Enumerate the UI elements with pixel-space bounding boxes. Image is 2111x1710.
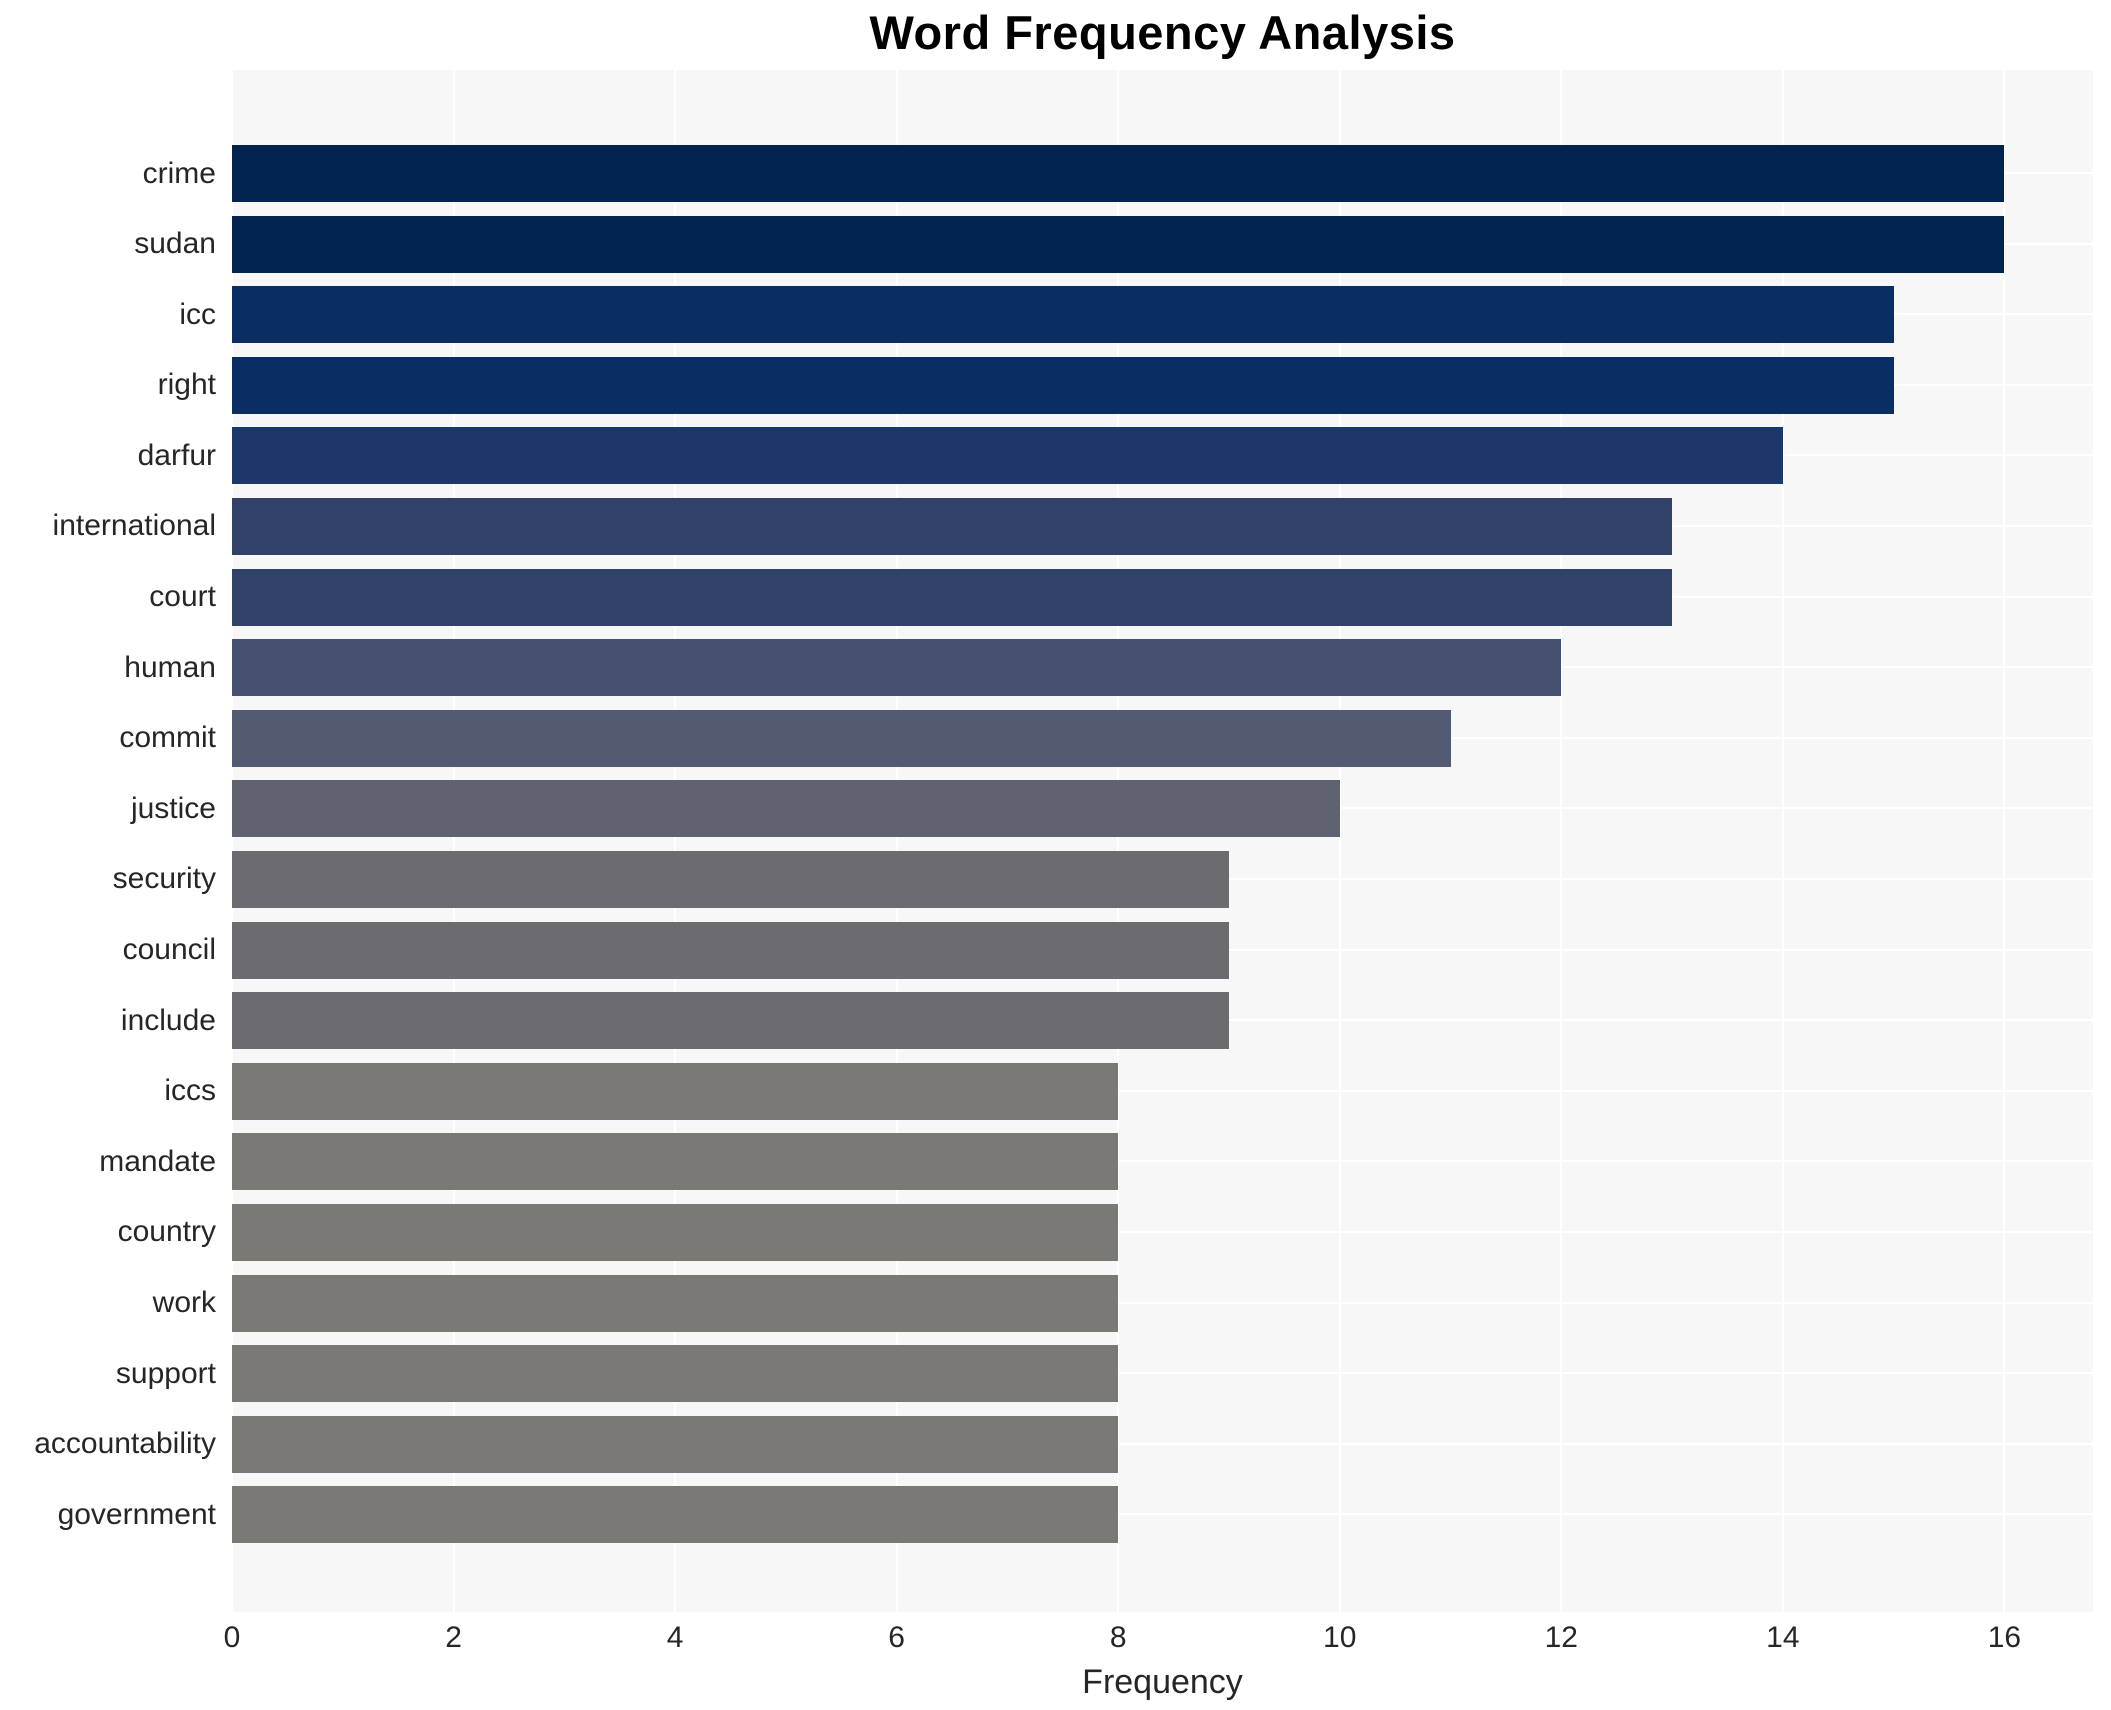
y-axis-label: international — [52, 509, 216, 543]
chart-title: Word Frequency Analysis — [869, 6, 1456, 59]
bar-justice — [232, 780, 1340, 838]
y-axis-label: government — [57, 1497, 216, 1531]
bar-sudan — [232, 215, 2005, 273]
y-axis-label: security — [112, 862, 216, 896]
bar-row — [232, 356, 2093, 414]
bar-row — [232, 1203, 2093, 1261]
gridline-vertical — [895, 70, 898, 1612]
gridline-vertical — [674, 70, 677, 1612]
gridline-vertical — [1781, 70, 1784, 1612]
x-axis-tick-label: 0 — [223, 1621, 241, 1654]
bar-crime — [232, 145, 2005, 202]
plot-area — [231, 70, 2093, 1612]
gridline-vertical — [2003, 70, 2006, 1612]
gridline-horizontal — [232, 1301, 2093, 1304]
bar-right — [232, 356, 1894, 414]
y-axis-label: right — [157, 368, 216, 402]
bar-support — [232, 1345, 1119, 1403]
y-axis-label: country — [117, 1215, 216, 1249]
x-axis-tick-label: 2 — [445, 1621, 462, 1654]
x-axis-tick-label: 14 — [1766, 1621, 1800, 1654]
y-axis-label: mandate — [99, 1144, 216, 1178]
x-axis-tick-label: 8 — [1109, 1621, 1127, 1654]
bar-row — [232, 639, 2093, 697]
x-axis-tick-label: 6 — [888, 1621, 905, 1654]
gridline-horizontal — [232, 1089, 2093, 1092]
x-axis-ticks: 0 2 4 6 8 10 12 14 16 — [224, 1621, 2093, 1659]
y-axis-label: commit — [119, 721, 216, 755]
x-axis-title: Frequency — [1082, 1663, 1243, 1701]
bar-row — [232, 1486, 2093, 1544]
y-axis-label: council — [122, 933, 216, 967]
y-axis-label: human — [124, 650, 216, 684]
x-axis-tick-label: 4 — [666, 1621, 684, 1654]
bar-council — [232, 921, 1229, 979]
bar-row — [232, 568, 2093, 626]
bar-row — [232, 215, 2093, 273]
bar-icc — [232, 286, 1894, 344]
bar-row — [232, 145, 2093, 202]
bar-darfur — [232, 427, 1783, 485]
bar-row — [232, 497, 2093, 555]
y-axis-label: crime — [142, 156, 216, 190]
gridline-vertical — [231, 70, 233, 1612]
bar-accountability — [232, 1415, 1119, 1473]
gridline-vertical — [1117, 70, 1120, 1612]
bar-row — [232, 1133, 2093, 1191]
bar-row — [232, 1345, 2093, 1403]
bar-mandate — [232, 1133, 1119, 1191]
y-axis-label: include — [120, 1003, 216, 1037]
gridline-horizontal — [232, 1372, 2093, 1375]
bar-row — [232, 780, 2093, 838]
y-axis-label: support — [115, 1356, 216, 1390]
gridline-horizontal — [232, 1160, 2093, 1163]
bar-commit — [232, 709, 1451, 767]
x-axis-tick-label: 16 — [1987, 1621, 2022, 1654]
y-axis-label: court — [149, 580, 216, 614]
y-axis-label: accountability — [34, 1427, 216, 1461]
y-axis-label: work — [152, 1286, 216, 1319]
x-axis-tick-label: 10 — [1323, 1621, 1357, 1654]
y-axis-label: iccs — [164, 1074, 216, 1108]
bar-row — [232, 992, 2093, 1050]
bar-row — [232, 1062, 2093, 1120]
bars-container — [232, 145, 2093, 1544]
bar-security — [232, 850, 1229, 908]
bar-include — [232, 992, 1229, 1050]
bar-row — [232, 709, 2093, 767]
bar-court — [232, 568, 1673, 626]
bar-row — [232, 1274, 2093, 1332]
y-axis-labels: crime sudan icc right darfur international cou… — [0, 145, 216, 1543]
gridline-vertical — [1338, 70, 1341, 1612]
gridline-vertical — [1560, 70, 1563, 1612]
bar-row — [232, 1415, 2093, 1473]
bar-iccs — [232, 1062, 1119, 1120]
bar-work — [232, 1274, 1119, 1332]
bar-country — [232, 1203, 1119, 1261]
bar-international — [232, 497, 1673, 555]
y-axis-label: darfur — [137, 438, 216, 472]
gridline-vertical — [452, 70, 455, 1612]
bar-human — [232, 639, 1562, 697]
y-axis-label: justice — [130, 791, 216, 825]
bar-row — [232, 850, 2093, 908]
bar-row — [232, 286, 2093, 344]
gridline-horizontal — [232, 1442, 2093, 1445]
bar-row — [232, 427, 2093, 485]
gridline-horizontal — [232, 1513, 2093, 1516]
gridline-horizontal — [232, 1230, 2093, 1233]
x-axis-tick-label: 12 — [1544, 1621, 1578, 1654]
y-axis-label: icc — [179, 297, 216, 331]
bar-government — [232, 1486, 1119, 1544]
y-axis-label: sudan — [134, 227, 216, 261]
bar-row — [232, 921, 2093, 979]
